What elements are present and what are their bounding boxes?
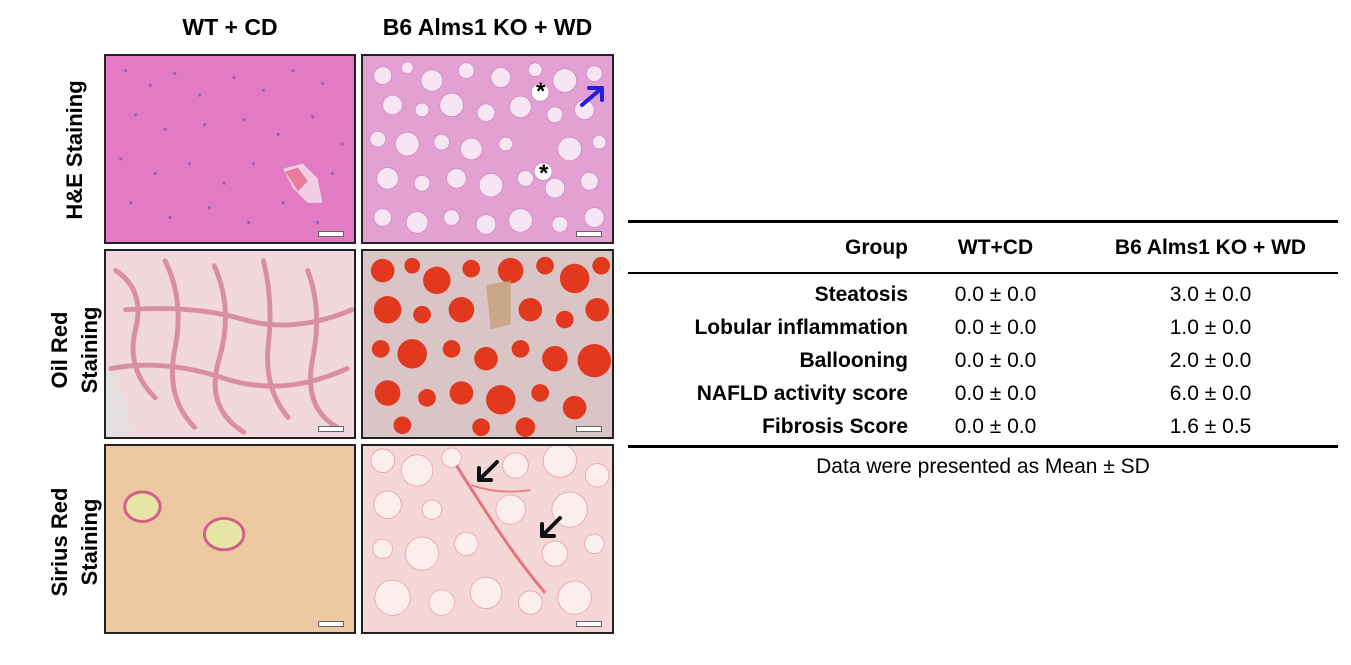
- row-name: Lobular inflammation: [694, 315, 908, 339]
- table-header-rule: [628, 272, 1338, 274]
- table-footnote: Data were presented as Mean ± SD: [816, 455, 1150, 478]
- row-label-he-line1: H&E Staining: [62, 80, 87, 220]
- he-wt-micrograph: [104, 54, 356, 244]
- row-label-sirius-red-line2: Staining: [77, 498, 102, 586]
- row-ko-value: 3.0 ± 0.0: [1169, 282, 1252, 306]
- row-label-oil-red: Oil Red Staining: [40, 255, 110, 445]
- column-title-ko: B6 Alms1 KO + WD: [382, 14, 593, 40]
- row-ko-value: 1.0 ± 0.0: [1169, 315, 1252, 339]
- black-arrow-icon: [477, 460, 499, 482]
- he-ko-micrograph: * *: [361, 54, 614, 244]
- black-arrow-icon: [540, 516, 562, 538]
- row-ko-value: 2.0 ± 0.0: [1169, 348, 1252, 372]
- table-row: Ballooning 0.0 ± 0.0 2.0 ± 0.0: [628, 344, 1338, 377]
- sirius-red-ko-micrograph: [361, 444, 614, 634]
- row-label-oil-red-line1: Oil Red: [47, 311, 72, 389]
- table-top-rule: [628, 220, 1338, 223]
- row-wt-value: 0.0 ± 0.0: [954, 414, 1037, 438]
- table-header-row: Group WT+CD B6 Alms1 KO + WD: [628, 223, 1338, 272]
- scale-bar: [576, 621, 602, 627]
- table-bottom-rule: [628, 445, 1338, 448]
- asterisk-marker-2: *: [539, 160, 549, 187]
- scale-bar: [318, 621, 344, 627]
- sirius-red-wt-micrograph: [104, 444, 356, 634]
- blue-arrow-icon: [580, 86, 604, 107]
- row-wt-value: 0.0 ± 0.0: [954, 381, 1037, 405]
- row-wt-value: 0.0 ± 0.0: [954, 315, 1037, 339]
- histology-score-table: Group WT+CD B6 Alms1 KO + WD Steatosis 0…: [628, 220, 1338, 448]
- row-label-he: H&E Staining: [55, 55, 95, 245]
- row-name: Fibrosis Score: [762, 414, 908, 438]
- row-wt-value: 0.0 ± 0.0: [954, 282, 1037, 306]
- row-label-sirius-red: Sirius Red Staining: [40, 447, 110, 637]
- table-row: Steatosis 0.0 ± 0.0 3.0 ± 0.0: [628, 278, 1338, 311]
- row-name: Steatosis: [814, 282, 908, 306]
- row-ko-value: 1.6 ± 0.5: [1169, 414, 1252, 438]
- scale-bar: [576, 426, 602, 432]
- row-wt-value: 0.0 ± 0.0: [954, 348, 1037, 372]
- asterisk-marker-1: *: [536, 78, 546, 105]
- row-label-oil-red-line2: Staining: [77, 306, 102, 394]
- table-row: Lobular inflammation 0.0 ± 0.0 1.0 ± 0.0: [628, 311, 1338, 344]
- header-ko: B6 Alms1 KO + WD: [1114, 235, 1307, 259]
- column-title-wt: WT + CD: [182, 14, 278, 40]
- oil-red-wt-micrograph: [104, 249, 356, 439]
- row-label-sirius-red-line1: Sirius Red: [47, 487, 72, 597]
- row-ko-value: 6.0 ± 0.0: [1169, 381, 1252, 405]
- scale-bar: [576, 231, 602, 237]
- scale-bar: [318, 231, 344, 237]
- scale-bar: [318, 426, 344, 432]
- row-name: Ballooning: [799, 348, 909, 372]
- table-row: Fibrosis Score 0.0 ± 0.0 1.6 ± 0.5: [628, 410, 1338, 443]
- table-row: NAFLD activity score 0.0 ± 0.0 6.0 ± 0.0: [628, 377, 1338, 410]
- header-wt: WT+CD: [957, 235, 1034, 259]
- oil-red-ko-micrograph: [361, 249, 614, 439]
- row-name: NAFLD activity score: [696, 381, 908, 405]
- header-group: Group: [845, 235, 908, 259]
